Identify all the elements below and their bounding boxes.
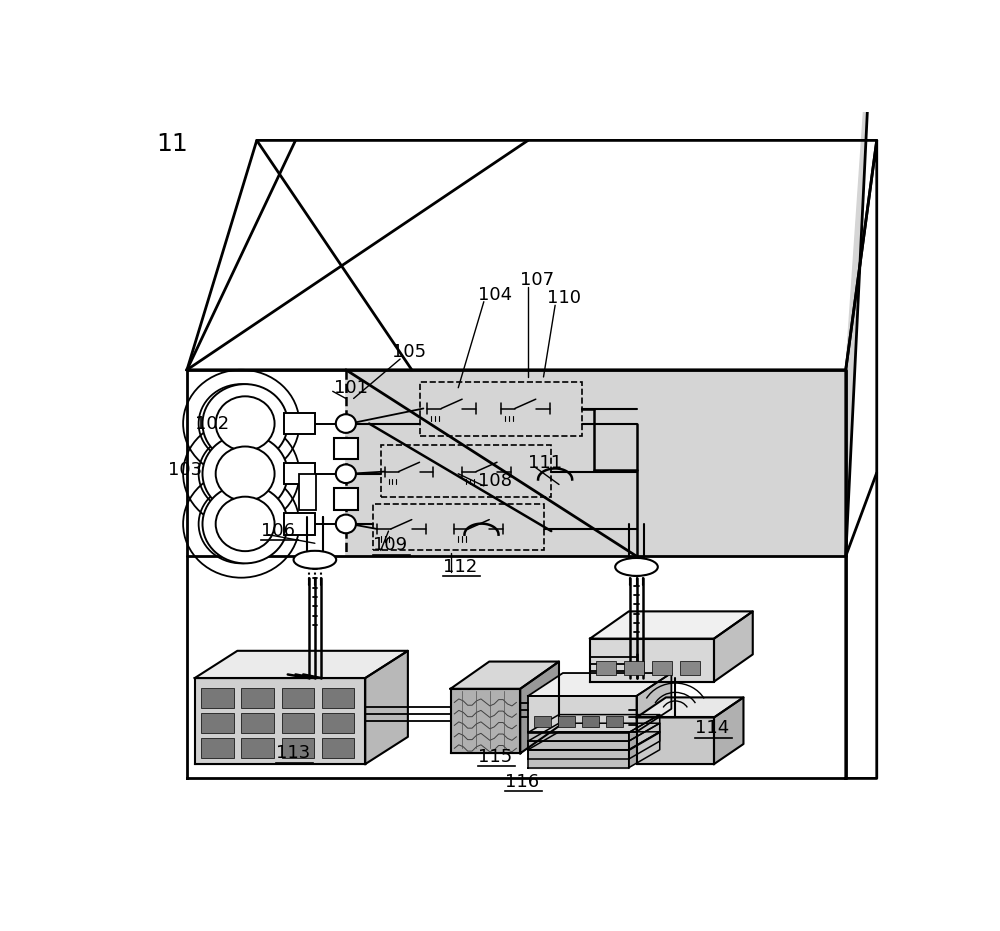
Bar (282, 688, 314, 708)
Bar (652, 661, 672, 675)
Circle shape (336, 515, 356, 533)
Text: 101: 101 (334, 379, 368, 397)
Ellipse shape (294, 551, 336, 569)
Text: 105: 105 (392, 343, 426, 361)
Circle shape (216, 397, 275, 451)
Text: 107: 107 (520, 271, 554, 290)
Bar (282, 713, 314, 734)
Bar (624, 661, 644, 675)
Polygon shape (629, 715, 660, 750)
Polygon shape (528, 733, 629, 750)
Bar (201, 738, 234, 759)
Bar (322, 738, 354, 759)
Polygon shape (528, 741, 629, 759)
Bar (534, 716, 551, 727)
Text: 114: 114 (695, 720, 729, 737)
Text: 104: 104 (478, 286, 512, 304)
Bar (558, 716, 575, 727)
Polygon shape (195, 678, 365, 764)
Circle shape (202, 385, 288, 463)
Bar (241, 688, 274, 708)
Polygon shape (450, 662, 559, 689)
Bar (284, 463, 315, 484)
Text: 116: 116 (505, 773, 539, 791)
Polygon shape (195, 651, 408, 678)
Bar (334, 438, 358, 459)
Polygon shape (590, 612, 753, 639)
Ellipse shape (615, 558, 658, 576)
Bar (299, 474, 316, 509)
Bar (284, 513, 315, 534)
Polygon shape (520, 662, 559, 753)
Bar (241, 713, 274, 734)
Polygon shape (714, 697, 743, 764)
Polygon shape (528, 732, 660, 749)
Bar (322, 713, 354, 734)
Bar (201, 713, 234, 734)
Circle shape (202, 435, 288, 513)
Bar (596, 661, 616, 675)
Polygon shape (590, 639, 714, 681)
Polygon shape (346, 0, 877, 556)
Bar (322, 688, 354, 708)
Bar (582, 716, 599, 727)
Bar (201, 688, 234, 708)
Polygon shape (528, 673, 671, 696)
Polygon shape (450, 689, 520, 753)
Polygon shape (637, 673, 671, 732)
Bar (282, 738, 314, 759)
Text: 106: 106 (261, 522, 295, 540)
Polygon shape (528, 696, 637, 732)
Text: 109: 109 (373, 536, 407, 555)
Circle shape (216, 447, 275, 501)
Polygon shape (528, 715, 660, 733)
Bar (334, 488, 358, 509)
Text: 110: 110 (547, 290, 581, 307)
Bar (373, 504, 544, 550)
Polygon shape (637, 697, 743, 718)
Text: 115: 115 (478, 748, 512, 766)
Bar (381, 445, 551, 496)
Text: 103: 103 (168, 461, 202, 479)
Bar (420, 382, 582, 436)
Bar (606, 716, 623, 727)
Text: 108: 108 (478, 472, 512, 490)
Text: 111: 111 (528, 454, 562, 472)
Circle shape (202, 484, 288, 563)
Polygon shape (637, 718, 714, 764)
Bar (241, 738, 274, 759)
Circle shape (216, 496, 275, 551)
Polygon shape (714, 612, 753, 681)
Polygon shape (528, 723, 660, 741)
Polygon shape (629, 732, 660, 768)
Polygon shape (528, 749, 629, 768)
Text: 102: 102 (195, 414, 229, 433)
Polygon shape (365, 651, 408, 764)
Circle shape (336, 414, 356, 433)
Text: 113: 113 (276, 744, 310, 762)
Bar (284, 412, 315, 435)
Circle shape (336, 465, 356, 483)
Text: 112: 112 (443, 558, 477, 576)
Text: 11: 11 (156, 132, 188, 156)
Bar (680, 661, 700, 675)
Polygon shape (629, 723, 660, 759)
